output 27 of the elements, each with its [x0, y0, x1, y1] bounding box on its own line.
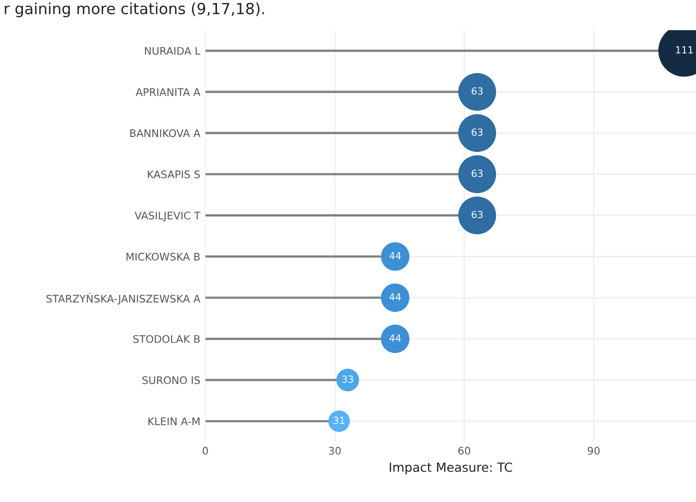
data-label: 63 [472, 128, 483, 136]
y-tick-label: APRIANITA A [136, 88, 200, 96]
y-tick-label: BANNIKOVA A [130, 129, 200, 138]
y-tick-label: VASILJEVIC T [134, 212, 200, 222]
x-axis-title: Impact Measure: TC [390, 462, 512, 474]
y-tick-label: STARZYŃSKA-JANISZEWSKA A [46, 292, 200, 305]
data-label: 33 [342, 375, 354, 383]
y-tick-label: KASAPIS S [148, 170, 200, 178]
y-tick-label: NURAIDA L [144, 47, 200, 55]
data-label: 31 [334, 416, 344, 424]
x-tick-label: 0 [202, 446, 208, 455]
data-label: 111 [676, 46, 693, 54]
data-label: 44 [389, 293, 401, 300]
x-tick-label: 30 [328, 446, 341, 455]
y-tick-label: SURONO IS [142, 376, 200, 384]
data-label: 44 [389, 252, 401, 260]
y-tick-label: MICKOWSKA B [126, 252, 200, 261]
data-label: 63 [472, 210, 483, 218]
x-tick-label: 60 [458, 446, 470, 455]
point [380, 324, 410, 354]
x-tick-label: 90 [588, 446, 600, 455]
data-label: 44 [389, 334, 401, 342]
y-tick-label: STODOLAK B [133, 335, 200, 343]
text: r gaining more citations (9,17,18). [4, 2, 264, 18]
y-tick-label: KLEIN A-M [148, 418, 200, 426]
data-label: 63 [472, 87, 483, 95]
data-label: 63 [472, 170, 483, 178]
